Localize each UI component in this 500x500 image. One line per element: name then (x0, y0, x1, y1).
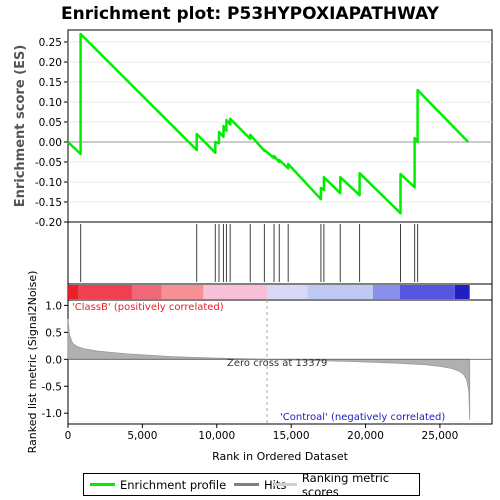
x-tick-label: 20,000 (347, 430, 384, 442)
es-gridlines (68, 41, 492, 223)
ranking-bar-segment (161, 285, 204, 299)
metric-y-tick-label: -0.5 (42, 381, 63, 393)
ranking-bar-segment (131, 285, 162, 299)
metric-y-tick-label: 0.0 (45, 354, 62, 366)
es-y-tick-label: 0.00 (39, 137, 62, 149)
legend-swatch-enrichment (90, 483, 115, 486)
hits-panel (67, 221, 493, 285)
x-tick-label: 10,000 (198, 430, 235, 442)
legend-label-enrichment: Enrichment profile (120, 477, 227, 492)
ranking-metric-area (67, 318, 471, 420)
es-y-tick-label: 0.25 (39, 37, 62, 49)
negative-class-label: 'Controal' (negatively correlated) (280, 412, 445, 423)
es-y-ticks: -0.20 -0.15 -0.10 -0.05 0.00 0.05 0.10 0.15 0.20… (35, 37, 68, 229)
es-y-tick-label: -0.10 (35, 177, 62, 189)
chart-title: Enrichment plot: P53HYPOXIAPATHWAY (61, 4, 440, 24)
ranking-bar-segment (267, 285, 308, 299)
ranking-bar-segment (307, 285, 373, 299)
es-y-tick-label: 0.05 (39, 117, 62, 129)
x-axis-label: Rank in Ordered Dataset (212, 450, 349, 463)
x-tick-label: 15,000 (273, 430, 310, 442)
es-y-tick-label: -0.15 (35, 197, 62, 209)
legend: Enrichment profile Hits Ranking metric s… (83, 471, 420, 499)
ranking-bar-segment (78, 285, 132, 299)
legend-swatch-ranking (274, 483, 297, 486)
x-tick-label: 25,000 (422, 430, 459, 442)
zero-cross-label: Zero cross at 13379 (227, 358, 327, 369)
ranking-bar-segment (454, 285, 470, 299)
metric-x-ticks: 0 5,000 10,000 15,000 20,000 25,000 (65, 424, 459, 442)
es-y-axis-label: Enrichment score (ES) (13, 45, 28, 208)
ranking-bar-group (68, 285, 470, 299)
es-y-tick-label: 0.20 (39, 57, 62, 69)
es-plot-area (67, 29, 493, 223)
metric-group (67, 300, 492, 424)
ranking-bar-segment (399, 285, 455, 299)
ranking-bar-segment (372, 285, 400, 299)
legend-item-ranking: Ranking metric scores (274, 471, 419, 499)
metric-y-tick-label: 0.5 (45, 327, 62, 339)
enrichment-profile-line (67, 32, 470, 215)
es-y-tick-label: -0.20 (35, 217, 62, 229)
ranking-bar-segment (203, 285, 268, 299)
x-tick-label: 5,000 (127, 430, 157, 442)
metric-y-tick-label: -1.0 (42, 408, 63, 420)
legend-label-ranking: Ranking metric scores (301, 470, 390, 499)
hits-group (80, 224, 419, 282)
metric-y-ticks: -1.0 -0.5 0.0 0.5 1.0 (42, 300, 68, 420)
es-series-group (67, 32, 470, 215)
es-y-tick-label: 0.10 (39, 97, 62, 109)
legend-item-enrichment: Enrichment profile (90, 474, 226, 495)
positive-class-label: 'ClassB' (positively correlated) (72, 302, 224, 313)
legend-swatch-hits (234, 483, 259, 486)
es-y-tick-label: 0.15 (39, 77, 62, 89)
es-y-tick-label: -0.05 (35, 157, 62, 169)
x-tick-label: 0 (65, 430, 72, 442)
metric-y-tick-label: 1.0 (45, 300, 62, 312)
metric-y-axis-label: Ranked list metric (Signal2Noise) (26, 271, 39, 454)
ranking-bar-segment (68, 285, 79, 299)
